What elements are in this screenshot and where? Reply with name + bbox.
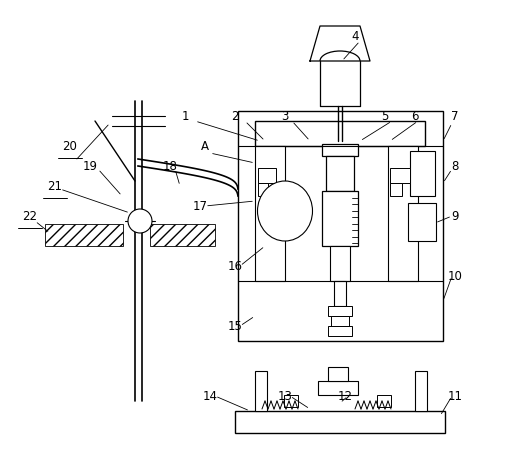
Bar [282, 198, 304, 224]
Text: 18: 18 [162, 160, 178, 173]
Text: 6: 6 [411, 110, 419, 123]
Text: 2: 2 [231, 110, 239, 123]
Text: 3: 3 [281, 110, 289, 123]
Bar [390, 184, 402, 197]
Bar [415, 371, 427, 411]
Bar [255, 122, 425, 147]
Circle shape [128, 210, 152, 234]
Text: A: A [201, 140, 209, 153]
Bar [328, 367, 348, 381]
Text: 12: 12 [337, 390, 353, 403]
Bar [322, 192, 358, 246]
Bar [390, 169, 410, 184]
Bar [45, 225, 123, 246]
Bar [326, 156, 354, 192]
Bar [235, 411, 445, 433]
Text: 10: 10 [447, 270, 463, 283]
Text: 17: 17 [192, 200, 208, 213]
Bar [330, 246, 350, 281]
Text: 22: 22 [22, 210, 38, 223]
Bar [410, 152, 435, 197]
Text: 13: 13 [277, 390, 293, 403]
Text: 9: 9 [451, 210, 459, 223]
Bar [377, 395, 391, 407]
Text: 16: 16 [228, 260, 242, 273]
Bar [408, 203, 436, 241]
Text: 8: 8 [451, 160, 459, 173]
Bar [334, 281, 346, 306]
Text: 5: 5 [381, 110, 389, 123]
Text: 19: 19 [82, 160, 98, 173]
Bar [388, 147, 418, 281]
Text: 21: 21 [47, 180, 63, 193]
Bar [238, 112, 443, 341]
Bar [255, 147, 285, 281]
Text: 14: 14 [203, 390, 217, 403]
Bar [258, 184, 268, 197]
Bar [331, 316, 349, 326]
Bar [318, 381, 358, 395]
Text: B: B [136, 220, 144, 233]
Text: 15: 15 [228, 320, 242, 333]
Bar [255, 371, 267, 411]
Bar [258, 169, 276, 184]
Bar [328, 306, 352, 316]
Text: 4: 4 [351, 30, 359, 43]
Bar [150, 225, 215, 246]
Text: 11: 11 [447, 390, 463, 403]
Bar [328, 326, 352, 336]
Bar [284, 395, 298, 407]
Text: 20: 20 [63, 140, 77, 153]
Bar [267, 192, 279, 231]
Ellipse shape [258, 182, 313, 241]
Bar [322, 145, 358, 156]
Text: 1: 1 [181, 110, 189, 123]
Text: 7: 7 [451, 110, 459, 123]
